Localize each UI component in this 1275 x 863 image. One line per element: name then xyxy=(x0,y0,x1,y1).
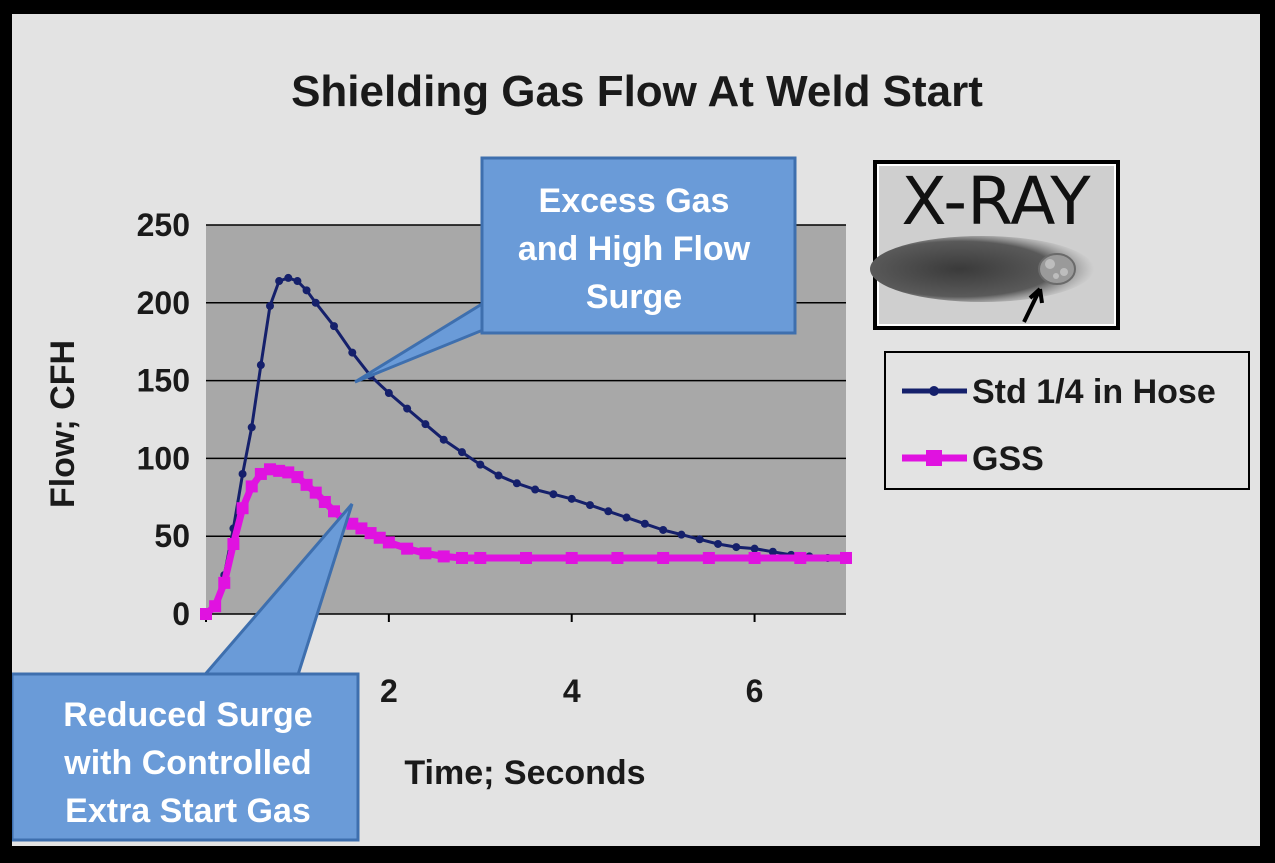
series-0-point xyxy=(293,277,302,286)
series-1-point xyxy=(437,550,450,563)
series-0-point xyxy=(476,460,485,469)
series-0-point xyxy=(640,519,649,528)
series-1-point xyxy=(611,551,624,564)
series-1-point xyxy=(254,467,267,480)
series-0-point xyxy=(439,435,448,444)
series-1-point xyxy=(245,480,258,493)
callout-reduced-line3: Extra Start Gas xyxy=(65,792,311,830)
series-0-point xyxy=(302,286,311,295)
y-axis-title: Flow; CFH xyxy=(44,340,82,508)
series-1-point xyxy=(373,531,386,544)
legend-label-std: Std 1/4 in Hose xyxy=(972,373,1216,411)
series-0-point xyxy=(531,485,540,494)
series-0-point xyxy=(604,507,613,516)
series-0-point xyxy=(275,277,284,286)
series-0-point xyxy=(622,513,631,522)
y-tick-labels: 0 50 100 150 200 250 xyxy=(137,207,190,632)
series-1-point xyxy=(291,471,304,484)
xray-inset: X-RAY xyxy=(870,160,1120,330)
series-1-point xyxy=(346,517,359,530)
series-0-point xyxy=(247,423,256,432)
callout-reduced-line1: Reduced Surge xyxy=(63,696,312,734)
series-1-point xyxy=(264,463,276,476)
x-tick-label: 4 xyxy=(563,673,581,709)
series-0-point xyxy=(330,322,338,331)
xray-arrow-icon xyxy=(1022,287,1044,323)
callout-reduced-line2: with Controlled xyxy=(63,744,311,782)
x-tick-label: 6 xyxy=(746,673,764,709)
series-1-point xyxy=(419,547,432,560)
series-1-point xyxy=(355,522,368,535)
chart-svg: Shielding Gas Flow At Weld Start 0 2 4 6 0 5… xyxy=(12,67,1250,842)
series-0-point xyxy=(768,547,777,556)
series-1-point xyxy=(227,537,240,550)
series-1-point xyxy=(209,600,222,613)
xray-label: X-RAY xyxy=(901,163,1091,240)
callout-excess-line1: Excess Gas xyxy=(539,182,730,220)
series-0-point xyxy=(266,301,274,310)
series-1-point xyxy=(456,551,468,564)
xray-porosity xyxy=(1038,253,1076,285)
series-1-point xyxy=(200,608,212,620)
series-0-point xyxy=(384,389,393,398)
series-1-point xyxy=(318,495,331,508)
series-1-point xyxy=(300,478,313,491)
y-tick-label: 250 xyxy=(137,207,190,243)
series-0-point xyxy=(677,530,686,539)
series-0-point xyxy=(494,471,503,480)
series-1-point xyxy=(565,551,578,564)
series-0-point xyxy=(421,420,430,429)
series-0-point xyxy=(284,273,293,282)
series-1-point xyxy=(328,505,340,518)
series-1-point xyxy=(282,466,295,479)
series-0-point xyxy=(750,544,759,553)
callout-excess-line2: and High Flow xyxy=(518,230,751,268)
series-0-point xyxy=(256,361,265,370)
xray-weld-shadow xyxy=(870,236,1094,302)
y-tick-label: 200 xyxy=(137,285,190,321)
series-1-point xyxy=(794,551,807,564)
series-0-point xyxy=(311,298,320,307)
chart-title: Shielding Gas Flow At Weld Start xyxy=(291,67,983,116)
series-0-point xyxy=(732,543,741,552)
series-0-point xyxy=(659,525,668,534)
x-tick-label: 2 xyxy=(380,673,398,709)
series-1-point xyxy=(309,486,322,499)
series-lines xyxy=(200,273,852,620)
series-1-point xyxy=(748,551,761,564)
series-0-point xyxy=(586,501,594,510)
series-1-point xyxy=(657,551,670,564)
y-tick-label: 50 xyxy=(154,518,190,554)
series-1-point xyxy=(236,502,249,515)
series-1-point xyxy=(364,527,377,540)
series-0-point xyxy=(512,479,521,488)
series-1-point xyxy=(273,464,286,477)
series-1-point xyxy=(401,542,414,555)
x-axis-title: Time; Seconds xyxy=(404,754,645,792)
series-1-point xyxy=(702,551,715,564)
y-tick-label: 150 xyxy=(137,363,190,399)
series-0-point xyxy=(238,469,247,478)
series-1-point xyxy=(218,576,231,589)
callout-excess-gas: Excess Gas and High Flow Surge xyxy=(354,156,797,384)
series-0-point xyxy=(549,490,558,499)
series-0-point xyxy=(458,448,466,457)
series-0-point xyxy=(714,539,722,548)
legend-label-gss: GSS xyxy=(972,440,1044,478)
series-0-point xyxy=(695,535,704,544)
chart-frame: Shielding Gas Flow At Weld Start 0 2 4 6 0 5… xyxy=(12,14,1260,846)
series-1-point xyxy=(382,536,395,549)
series-0-point xyxy=(348,348,357,357)
y-tick-label: 100 xyxy=(137,440,190,476)
series-0-point xyxy=(403,404,412,413)
y-tick-label: 0 xyxy=(172,596,190,632)
legend: Std 1/4 in Hose GSS xyxy=(884,351,1250,490)
series-1-point xyxy=(474,551,487,564)
series-0-point xyxy=(567,494,576,503)
series-1-point xyxy=(840,551,852,564)
callout-reduced-surge: Reduced Surge with Controlled Extra Star… xyxy=(12,503,360,842)
series-1-point xyxy=(520,551,532,564)
callout-excess-line3: Surge xyxy=(586,278,682,316)
